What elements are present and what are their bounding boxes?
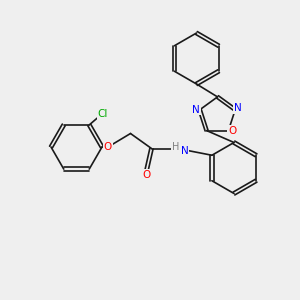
Text: O: O: [142, 169, 151, 180]
Text: O: O: [228, 125, 236, 136]
Text: Cl: Cl: [98, 110, 108, 119]
Text: H: H: [172, 142, 179, 152]
Text: N: N: [192, 105, 200, 115]
Text: O: O: [104, 142, 112, 152]
Text: N: N: [181, 146, 188, 156]
Text: N: N: [234, 103, 242, 113]
